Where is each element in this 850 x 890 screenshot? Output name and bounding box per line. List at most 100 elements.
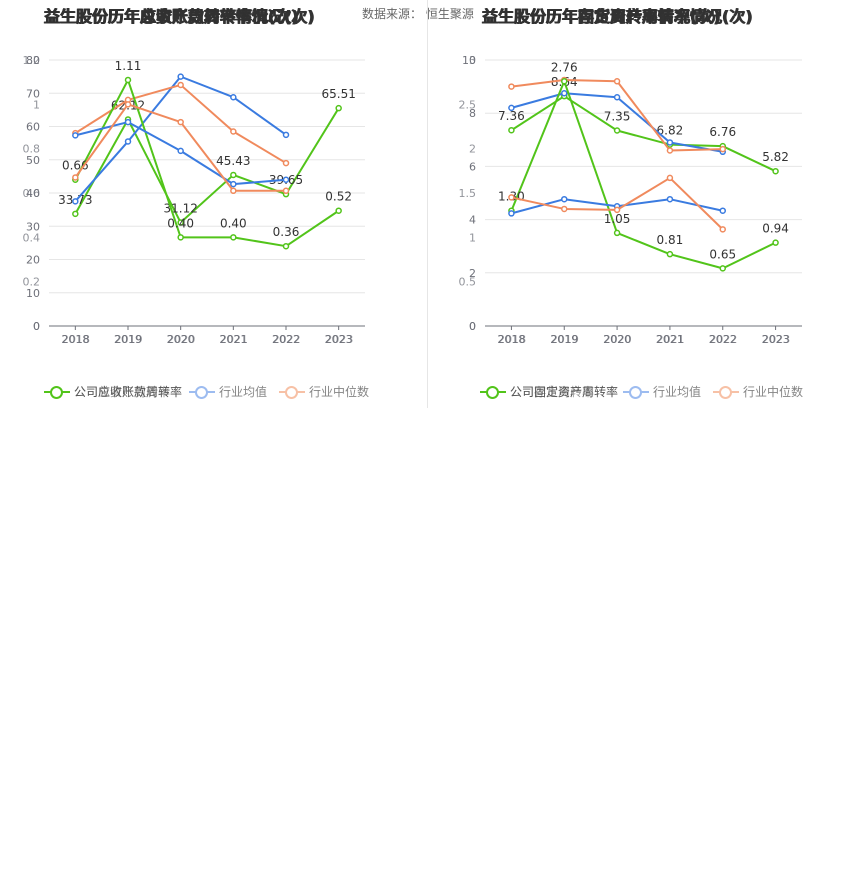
y-tick-label: 60: [26, 121, 40, 134]
chart-2-title: 益生股份历年固定资产周转率情况(次): [482, 3, 755, 27]
data-point: [230, 128, 237, 135]
legend-average-2[interactable]: 行业均值: [623, 383, 701, 400]
legend-median-label: 行业中位数: [309, 385, 370, 399]
data-point: [335, 104, 342, 112]
data-point: [613, 206, 621, 214]
data-point: [124, 138, 132, 145]
data-label: 5.82: [762, 150, 789, 164]
data-point: [613, 78, 621, 85]
y-tick-label: 0: [33, 320, 40, 333]
y-tick-label: 0: [469, 320, 476, 333]
chart-divider: [427, 0, 428, 408]
data-label: 0.65: [709, 247, 736, 261]
y-tick-label: 1.5: [459, 187, 477, 200]
y-tick-label: 1.2: [23, 54, 41, 67]
x-tick-label: 2021: [219, 333, 247, 346]
legend-line-green-icon: [480, 385, 506, 399]
y-tick-label: 20: [26, 254, 40, 267]
data-point: [177, 73, 184, 80]
data-point: [282, 176, 290, 183]
data-point: [666, 147, 674, 154]
x-tick-label: 2019: [115, 333, 143, 346]
data-point: [230, 93, 237, 101]
data-point: [230, 171, 237, 179]
data-source-value: 恒生聚源: [425, 7, 474, 21]
y-tick-label: 3: [469, 54, 476, 67]
data-point: [124, 76, 132, 84]
data-point: [561, 78, 568, 85]
data-label: 0.40: [220, 216, 247, 230]
y-tick-label: 1: [33, 98, 40, 111]
y-tick-label: 6: [469, 160, 476, 173]
y-tick-label: 10: [26, 287, 40, 300]
data-source: 数据来源： 恒生聚源: [362, 5, 474, 22]
data-label: 1.11: [115, 59, 142, 73]
x-tick-label: 2020: [603, 333, 631, 346]
legend-company-2[interactable]: 公司固定资产周转率 公司存货周转率: [480, 383, 618, 400]
x-tick-label: 2023: [762, 333, 790, 346]
data-label: 65.51: [321, 87, 355, 101]
series-line: [74, 78, 340, 248]
data-point: [508, 126, 515, 134]
y-tick-label: 0.4: [23, 231, 41, 244]
data-label: 0.94: [762, 222, 789, 236]
data-label: 0.81: [657, 233, 684, 247]
data-point: [282, 131, 290, 139]
data-point: [772, 167, 779, 175]
legend-line-orange-icon: [713, 385, 739, 399]
x-tick-label: 2022: [272, 333, 300, 346]
x-tick-label: 2022: [273, 333, 301, 346]
data-point: [666, 250, 674, 258]
chart-1-title: 益生股份历年应收账款周转率情况(次): [44, 7, 315, 26]
legend-company-2-label: 公司固定资产周转率: [510, 385, 619, 399]
data-point: [177, 234, 184, 241]
data-point: [177, 147, 184, 155]
legend-company-2-overlay-label: 公司存货周转率: [510, 385, 595, 399]
data-point: [230, 234, 237, 241]
data-point: [666, 174, 674, 182]
data-point: [177, 118, 184, 126]
y-tick-label: 70: [26, 87, 40, 100]
y-tick-label: 50: [26, 154, 40, 167]
data-point: [335, 207, 342, 214]
data-label: 1.05: [604, 212, 631, 226]
legend-line-blue-icon: [189, 385, 215, 399]
legend-average-2-label: 行业均值: [653, 385, 702, 399]
series-line: [74, 103, 286, 192]
legend-line-green-icon: [44, 385, 70, 399]
series-line: [510, 80, 777, 270]
data-label: 6.76: [709, 125, 736, 139]
data-point: [282, 242, 290, 250]
y-tick-label: 0.2: [23, 276, 41, 289]
x-tick-label: 2020: [167, 333, 195, 346]
series-line: [74, 107, 340, 224]
data-label: 7.35: [604, 109, 631, 123]
x-tick-label: 2018: [61, 333, 89, 346]
y-tick-label: 1: [469, 231, 476, 244]
y-tick-label: 0.5: [459, 276, 477, 289]
data-point: [561, 195, 568, 203]
legend-median[interactable]: 行业中位数: [279, 383, 369, 400]
x-tick-label: 2019: [550, 333, 578, 346]
data-label: 0.36: [273, 225, 300, 239]
x-tick-label: 2021: [220, 333, 248, 346]
data-label: 0.52: [325, 190, 352, 204]
data-point: [230, 187, 237, 195]
data-point: [508, 210, 515, 217]
y-tick-label: 4: [469, 214, 476, 227]
legend-median-2[interactable]: 行业中位数: [713, 383, 803, 400]
x-tick-label: 2019: [114, 333, 142, 346]
data-point: [508, 104, 515, 112]
y-tick-label: 10: [462, 54, 476, 67]
data-point: [772, 239, 779, 246]
data-point: [719, 226, 726, 233]
data-point: [719, 207, 726, 214]
legend-average[interactable]: 行业均值: [189, 383, 267, 400]
y-tick-label: 0.6: [23, 187, 41, 200]
legend-line-blue-icon: [623, 385, 649, 399]
data-label: 0.40: [167, 216, 194, 230]
legend-company[interactable]: 公司应收账款周转率 公司总资产周转率: [44, 383, 182, 400]
legend-line-orange-icon: [279, 385, 305, 399]
data-label: 2.76: [551, 60, 578, 74]
x-tick-label: 2021: [657, 333, 685, 346]
